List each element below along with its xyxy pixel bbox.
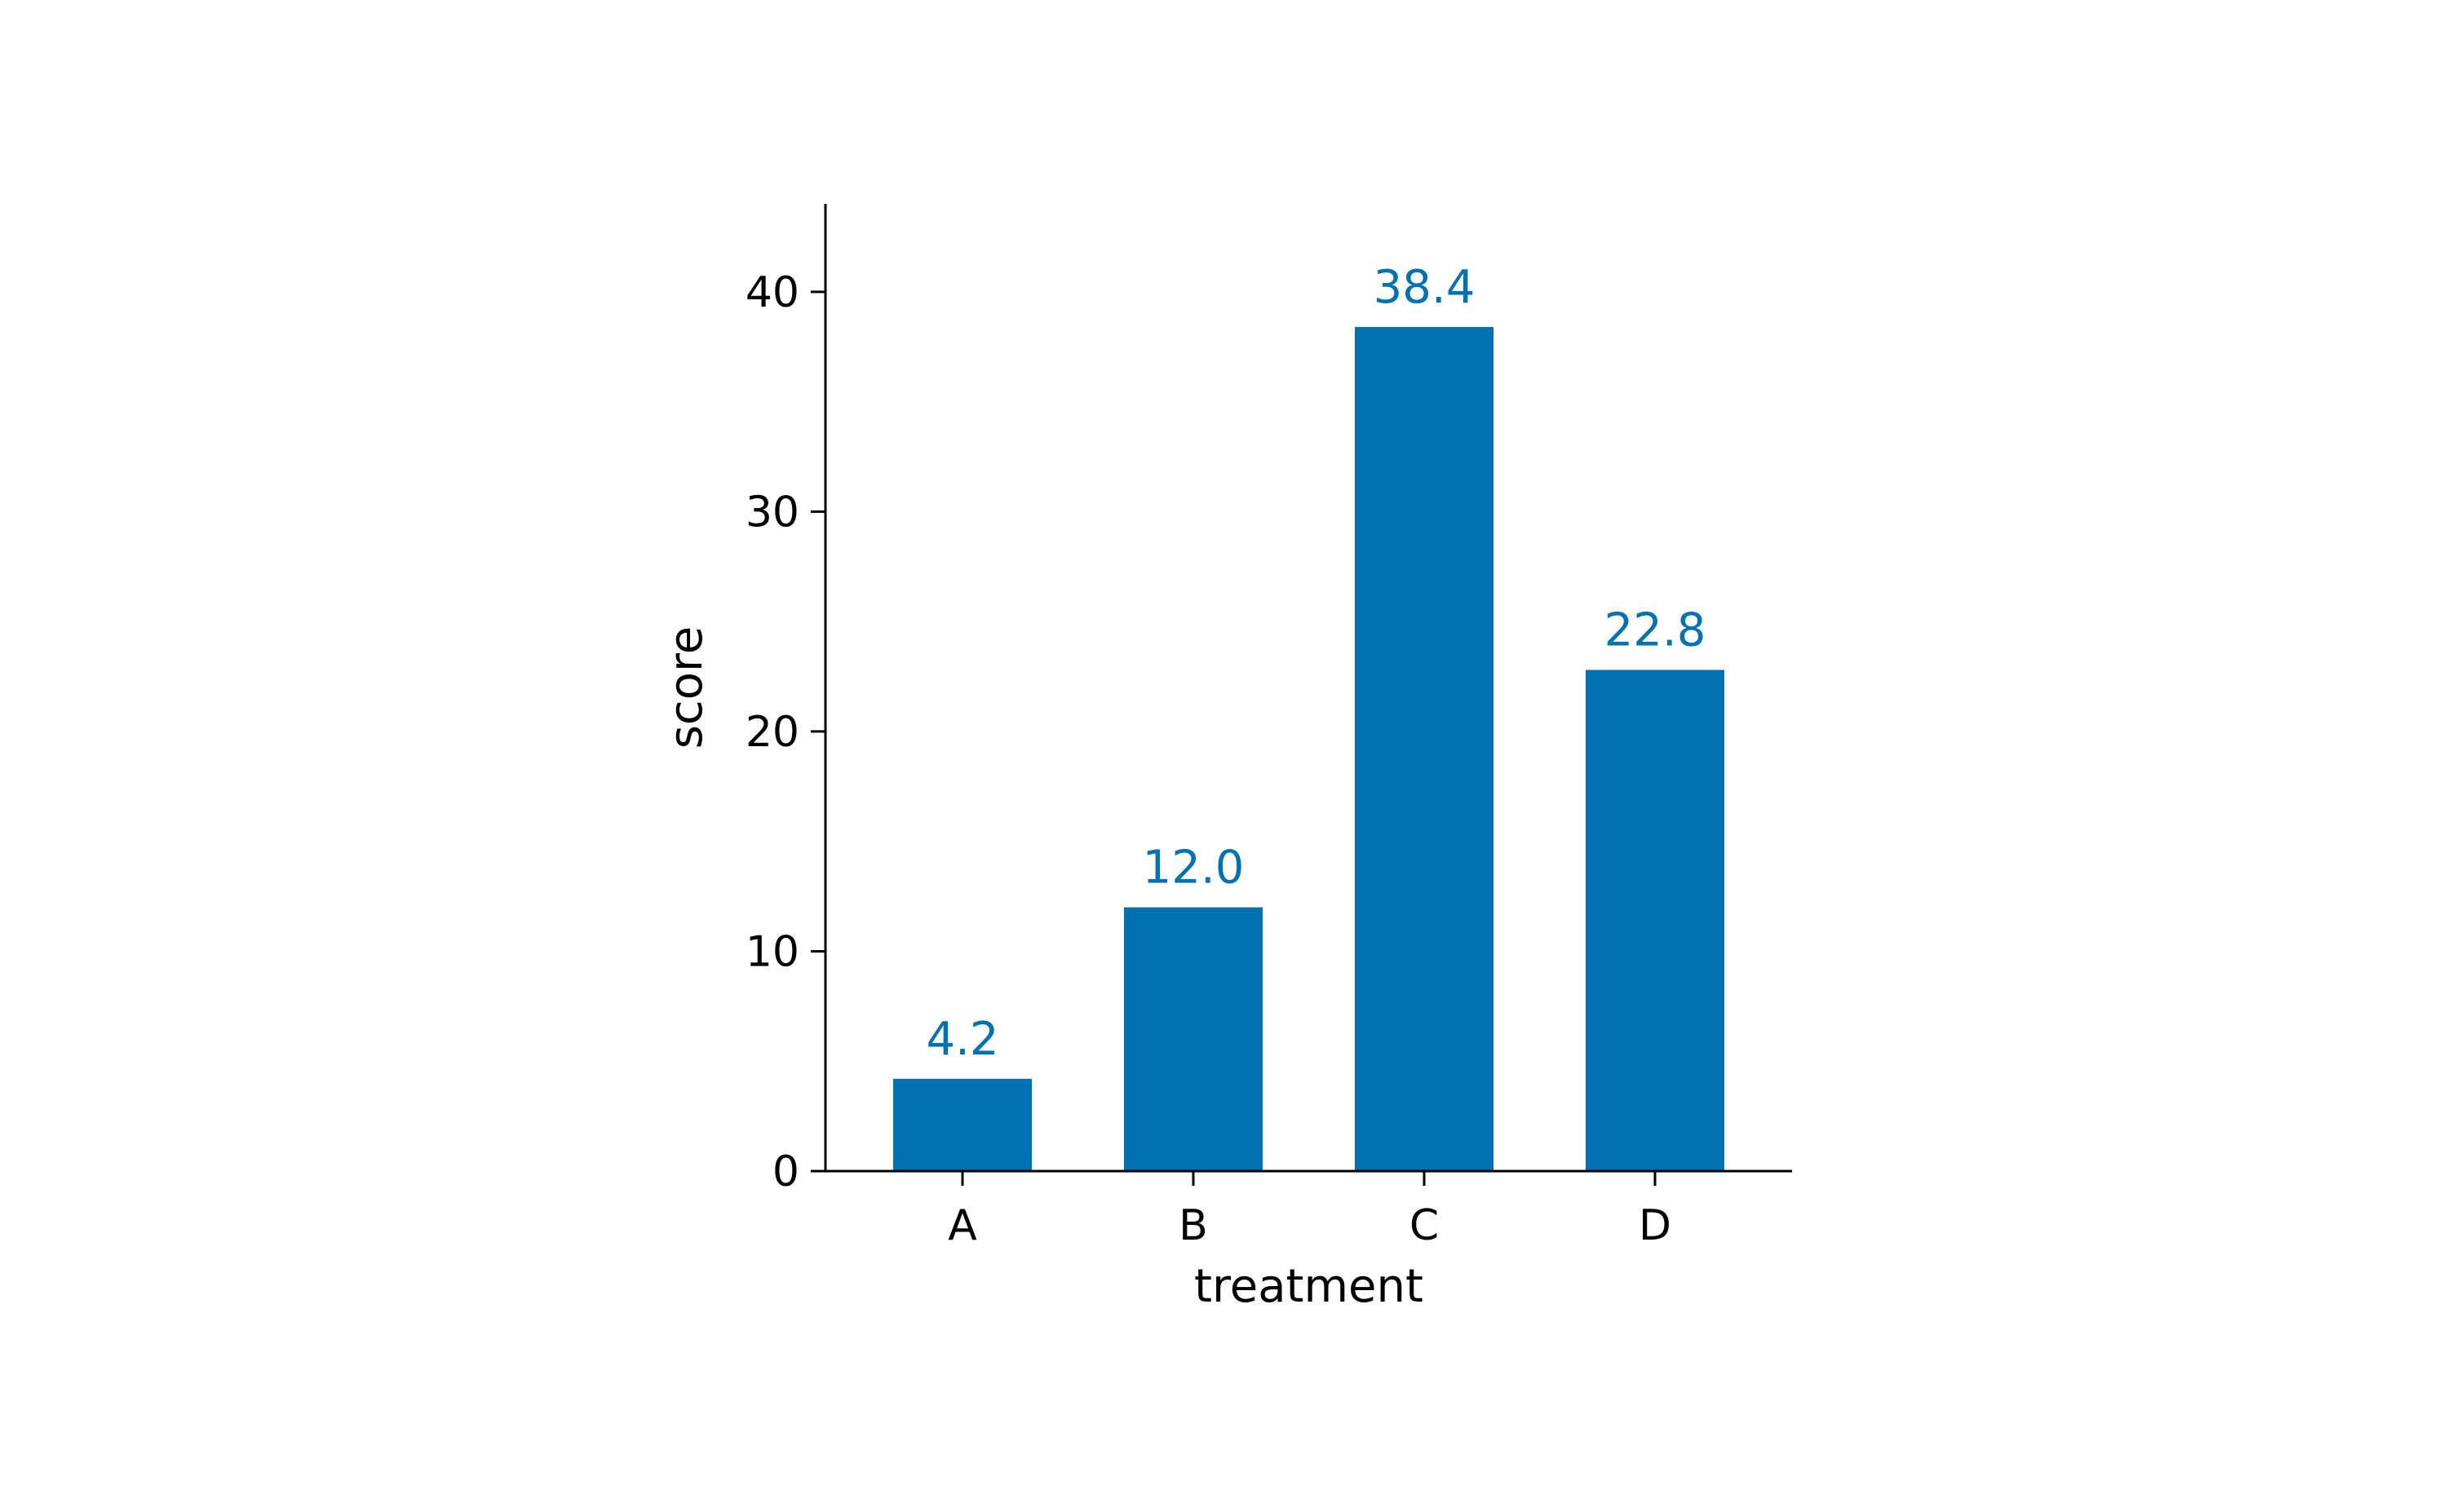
y-axis-ticks: 0 10 20 30 40	[746, 268, 825, 1196]
y-tick-label: 40	[746, 268, 799, 317]
bar-D	[1586, 670, 1724, 1171]
x-tick-label-C: C	[1409, 1201, 1439, 1250]
value-label-D: 22.8	[1604, 603, 1706, 657]
value-label-C: 38.4	[1374, 261, 1476, 314]
y-tick-label: 10	[746, 927, 799, 976]
bars-group	[893, 326, 1724, 1172]
bar-C	[1355, 326, 1493, 1172]
value-label-B: 12.0	[1143, 842, 1245, 895]
value-labels-group: 4.2 12.0 38.4 22.8	[926, 261, 1706, 1066]
x-tick-label-B: B	[1179, 1201, 1208, 1250]
x-tick-label-D: D	[1639, 1201, 1671, 1250]
value-label-A: 4.2	[926, 1013, 998, 1066]
y-tick-label: 30	[746, 488, 799, 537]
y-tick-label: 0	[772, 1147, 799, 1196]
bar-B	[1124, 907, 1263, 1171]
x-axis-title: treatment	[1194, 1260, 1423, 1313]
x-axis-ticks: A B C D	[948, 1171, 1671, 1250]
bar-A	[893, 1078, 1032, 1171]
x-tick-label-A: A	[948, 1201, 977, 1250]
y-axis-title: score	[660, 626, 713, 749]
y-tick-label: 20	[746, 708, 799, 757]
